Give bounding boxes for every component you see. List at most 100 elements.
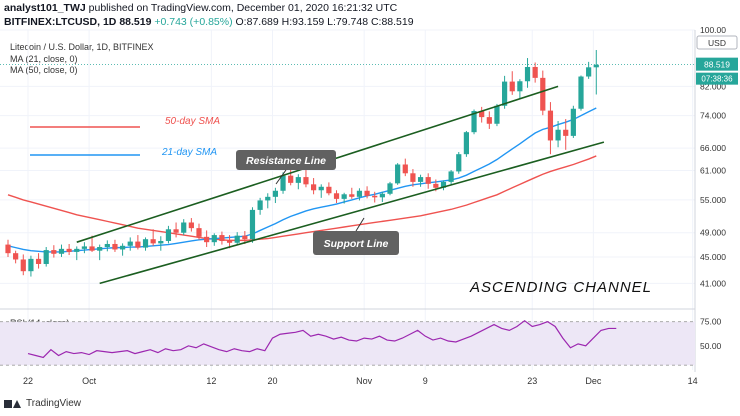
resistance-annotation: Resistance Line <box>246 155 326 167</box>
grid <box>0 29 696 372</box>
candle-body <box>120 245 126 250</box>
candle-body <box>219 235 225 241</box>
candle-body <box>188 222 194 229</box>
footer-brand: TradingView <box>26 398 82 409</box>
candle-body <box>58 248 65 254</box>
candle-body <box>540 77 546 111</box>
resistance-label-box <box>236 150 336 170</box>
candle-body <box>586 67 592 77</box>
candle-body <box>196 228 202 237</box>
price-tick-label: 74.000 <box>700 111 726 121</box>
candle-body <box>234 235 240 243</box>
candle-body <box>295 177 301 183</box>
candle-body <box>456 154 462 172</box>
candle-body <box>372 195 378 198</box>
sma50-annotation: 50-day SMA <box>165 116 220 127</box>
price-tick-label: 45.000 <box>700 252 726 262</box>
candle-body <box>387 183 393 194</box>
price-tick-label: 82.000 <box>700 81 726 91</box>
author-name: analyst101_TWJ <box>4 2 86 14</box>
candle-body <box>471 111 477 133</box>
candle-body <box>524 66 531 82</box>
price-tick-label: 41.000 <box>700 278 726 288</box>
time-tick-label: 14 <box>688 376 698 386</box>
candle-body <box>204 236 210 243</box>
time-tick-label: 9 <box>423 376 428 386</box>
candle-body <box>142 239 149 248</box>
candle-body <box>5 244 11 254</box>
candle-body <box>486 117 492 124</box>
candle-body <box>349 194 355 197</box>
candle-body <box>13 253 19 260</box>
chart-title: Litecoin / U.S. Dollar, 1D, BITFINEX <box>10 42 154 52</box>
ma21-line <box>7 107 597 253</box>
candle-body <box>440 181 447 188</box>
price-badge <box>696 57 738 71</box>
candle-body <box>326 186 332 194</box>
price-axis: 100.00 82.000 74.000 66.000 61.000 55.000 49.0… <box>0 25 738 351</box>
price-tick-label: 61.000 <box>700 165 726 175</box>
support-line <box>99 141 605 285</box>
candle-body <box>272 190 278 197</box>
candle-body <box>532 66 538 78</box>
candle-body <box>249 209 256 240</box>
rsi-tick-label: 50.00 <box>700 341 722 351</box>
price-tick-label: 49.000 <box>700 228 726 238</box>
candle-body <box>51 250 57 254</box>
candle-body <box>410 173 416 182</box>
candle-body <box>257 200 263 210</box>
rsi-line <box>27 319 617 359</box>
price-tick-label: 100.00 <box>700 25 726 35</box>
resistance-pointer <box>275 169 287 185</box>
time-tick-label: 20 <box>267 376 277 386</box>
time-badge-label: 07:38:36 <box>701 75 733 84</box>
candle-body <box>135 241 141 248</box>
candle-body <box>158 240 164 244</box>
candle-body <box>333 193 340 199</box>
candle-body <box>425 177 431 184</box>
candles <box>5 50 599 277</box>
candle-body <box>463 132 469 155</box>
candle-body <box>165 229 172 241</box>
candle-body <box>563 129 569 136</box>
candle-body <box>433 183 439 188</box>
time-tick-label: 22 <box>23 376 33 386</box>
moving-averages <box>7 107 597 253</box>
candle-body <box>104 243 110 248</box>
channel-annotation: ASCENDING CHANNEL <box>469 279 652 296</box>
candle-body <box>395 164 401 184</box>
sma21-annotation: 21-day SMA <box>161 147 217 158</box>
candle-body <box>74 248 80 252</box>
ohlc-values: O:87.689 H:93.159 L:79.748 C:88.519 <box>235 16 414 28</box>
candle-body <box>318 186 324 191</box>
candle-body <box>303 177 309 185</box>
candle-body <box>341 194 347 199</box>
time-tick-label: Oct <box>82 376 97 386</box>
symbol-name: BITFINEX:LTCUSD, 1D <box>4 16 117 28</box>
support-pointer <box>355 217 365 232</box>
support-label-box <box>313 231 399 255</box>
rsi-tick-label: 75.00 <box>700 317 722 327</box>
candle-body <box>66 248 72 252</box>
candle-body <box>265 196 271 201</box>
candle-body <box>226 240 233 243</box>
tradingview-logo-icon <box>4 399 22 409</box>
candle-body <box>35 258 42 264</box>
candle-body <box>89 246 95 251</box>
candle-body <box>20 259 26 272</box>
candle-body <box>479 111 485 118</box>
ma21-legend: MA (21, close, 0) <box>10 54 78 64</box>
price-tick-label: 55.000 <box>700 195 726 205</box>
candle-body <box>502 81 508 106</box>
candle-body <box>570 108 576 136</box>
candle-body <box>242 235 248 240</box>
time-tick-label: Dec <box>585 376 602 386</box>
ma50-legend: MA (50, close, 0) <box>10 65 78 75</box>
rsi-band <box>0 319 695 366</box>
candle-body <box>417 177 424 182</box>
currency-badge <box>696 35 738 50</box>
publish-header: analyst101_TWJ published on TradingView.… <box>4 2 397 14</box>
candle-body <box>127 241 133 246</box>
last-price: 88.519 <box>119 16 152 28</box>
